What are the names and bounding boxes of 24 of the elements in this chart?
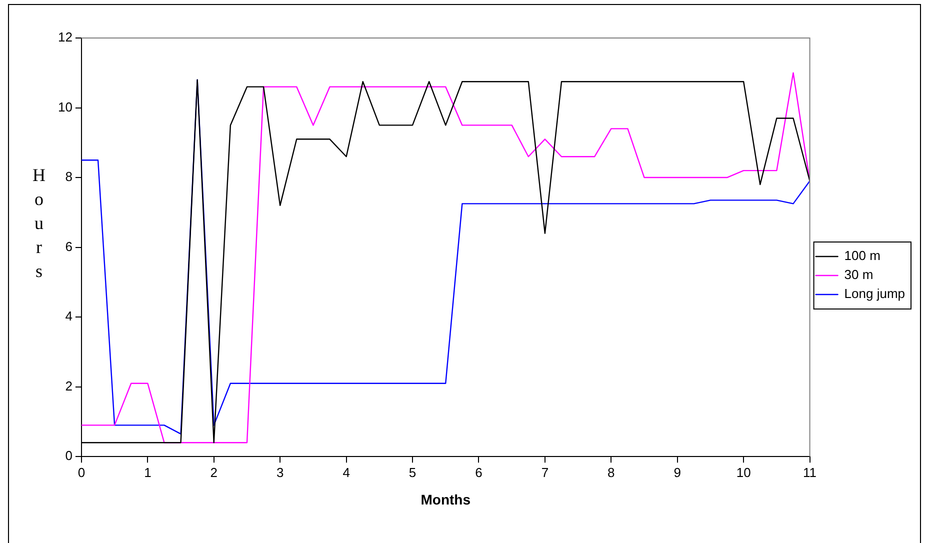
y-tick-label: 10 (58, 99, 72, 114)
x-tick-label: 4 (342, 464, 350, 480)
legend-label: Long jump (844, 286, 906, 302)
x-tick-label: 0 (78, 464, 86, 480)
y-tick-label: 0 (65, 448, 72, 464)
x-axis-title: Months (420, 491, 471, 508)
y-axis-title: Hours (28, 165, 49, 285)
y-tick-label: 2 (65, 378, 72, 394)
y-tick-label: 6 (65, 238, 72, 254)
y-tick-label: 8 (65, 169, 72, 184)
y-tick-label: 12 (58, 30, 72, 45)
x-tick-label: 9 (674, 464, 681, 480)
legend-label: 100 m (844, 248, 880, 264)
x-tick-label: 1 (144, 464, 152, 480)
x-tick-label: 5 (408, 464, 416, 480)
x-tick-label: 11 (803, 464, 817, 480)
x-tick-label: 8 (608, 464, 615, 480)
x-tick-label: 10 (736, 464, 751, 480)
x-tick-label: 6 (475, 464, 482, 480)
legend-label: 30 m (844, 267, 874, 282)
x-tick-label: 7 (541, 464, 549, 480)
x-tick-label: 3 (276, 464, 284, 480)
x-tick-label: 2 (210, 464, 218, 480)
y-tick-label: 4 (65, 308, 72, 324)
